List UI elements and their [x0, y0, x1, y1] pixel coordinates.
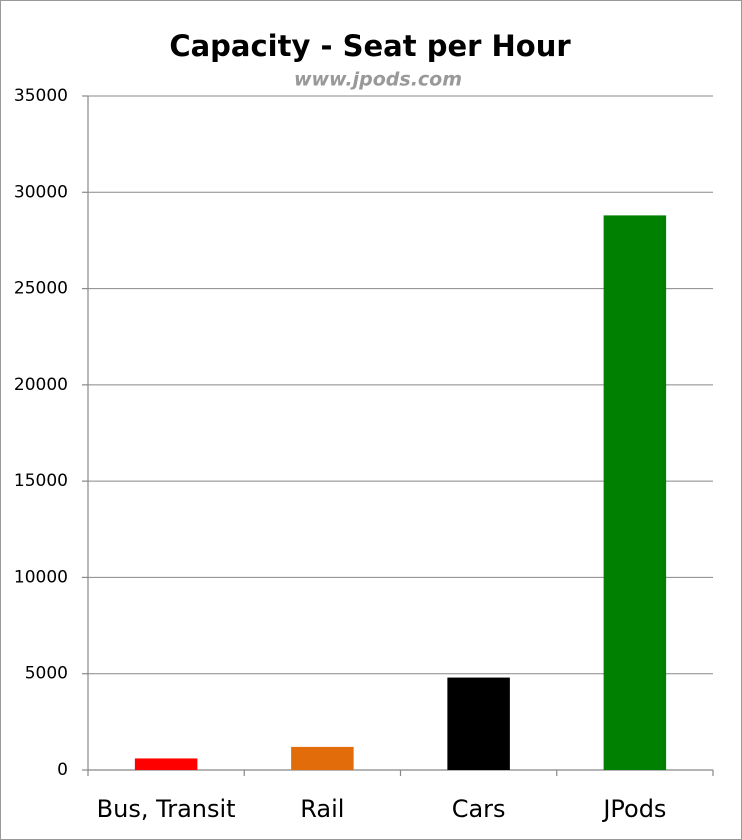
chart-title: Capacity - Seat per Hour: [169, 29, 571, 63]
y-tick-label: 5000: [25, 664, 68, 684]
x-tick-label: JPods: [601, 795, 666, 823]
y-tick-label: 30000: [14, 182, 68, 202]
x-tick-label: Cars: [452, 795, 506, 823]
chart-subtitle: www.jpods.com: [294, 69, 462, 91]
bar: [291, 746, 354, 770]
y-tick-label: 20000: [14, 375, 68, 395]
x-tick-label: Bus, Transit: [97, 795, 236, 823]
y-tick-label: 25000: [14, 279, 68, 299]
bar: [447, 677, 510, 770]
bar: [134, 758, 198, 770]
x-tick-label: Rail: [300, 795, 344, 823]
bar: [603, 215, 667, 770]
y-tick-label: 10000: [14, 567, 68, 587]
y-tick-label: 15000: [14, 471, 68, 491]
y-tick-label: 0: [57, 760, 68, 780]
y-tick-label: 35000: [14, 86, 68, 106]
